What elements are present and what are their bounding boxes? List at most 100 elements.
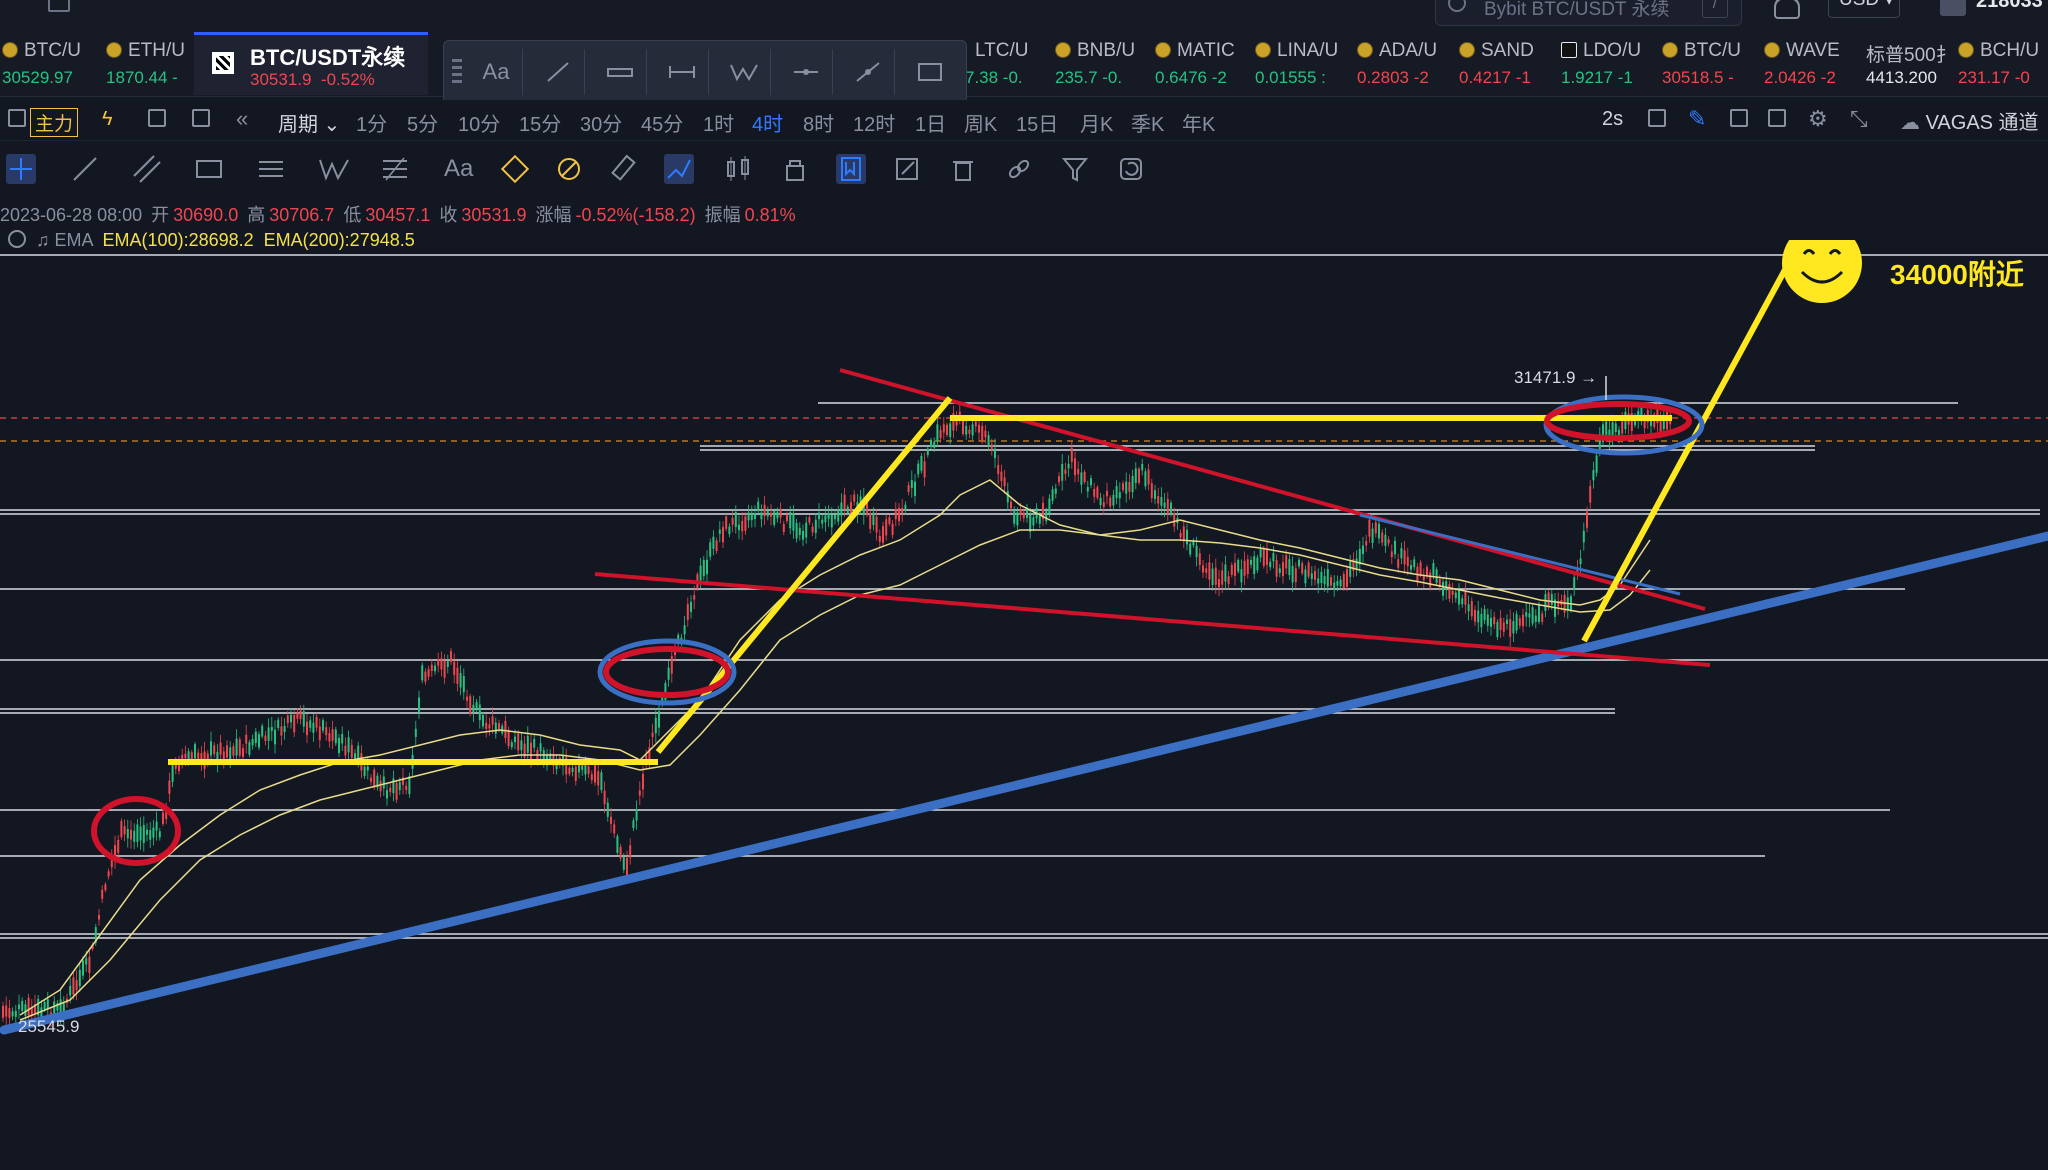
text-tool-button[interactable]: Aa [470, 49, 523, 95]
interval-1d[interactable]: 1日 [915, 114, 947, 136]
settings-icon[interactable]: ⚙ [1808, 106, 1828, 131]
text-tool[interactable]: Aa [444, 155, 474, 182]
yellow-projection-line[interactable] [1581, 240, 1885, 643]
channel-select[interactable]: ☁ VAGAS 通道 [1900, 106, 2039, 135]
price-chart[interactable]: 31471.9 → 25545.9 34000附近 [0, 240, 2048, 1170]
search-input[interactable] [1435, 0, 1742, 26]
blue-trendline[interactable] [0, 531, 2048, 1035]
rectangle-tool[interactable] [194, 154, 224, 184]
fib-tool[interactable] [380, 154, 410, 184]
interval-1h[interactable]: 1时 [703, 114, 735, 136]
blue-wedge-line[interactable] [1359, 513, 1681, 596]
rectangle-icon [196, 160, 222, 178]
link-tool[interactable] [1004, 154, 1034, 184]
ray-tool-button[interactable] [842, 49, 895, 95]
layout-icon[interactable] [192, 109, 210, 127]
period-label: 周期 [278, 114, 318, 136]
coin-icon [1764, 42, 1780, 58]
pen-icon[interactable]: ✎ [1688, 106, 1707, 131]
blue-circle-marker[interactable] [597, 638, 737, 706]
main-force-toggle[interactable]: 主力 [30, 108, 79, 137]
ticker-price: 0.01555 : [1255, 68, 1326, 87]
calendar-icon[interactable] [148, 109, 166, 127]
ticker-name: BTC/U [1684, 40, 1741, 61]
ruler-tool-button[interactable] [594, 49, 647, 95]
replay-icon[interactable]: « [236, 106, 249, 131]
delete-tool[interactable] [948, 154, 978, 184]
interval-15d[interactable]: 15日 [1016, 114, 1059, 136]
fib-icon [383, 157, 407, 181]
ticker-name: MATIC [1177, 40, 1235, 61]
rectangle-icon [918, 63, 942, 81]
yellow-impulse-line[interactable] [655, 396, 953, 754]
interval-5m[interactable]: 5分 [407, 114, 439, 136]
close-label: 收 [439, 205, 458, 225]
interval-15m[interactable]: 15分 [519, 114, 562, 136]
horizontal-ray-tool-button[interactable] [780, 49, 833, 95]
interval-1mo[interactable]: 月K [1080, 114, 1114, 136]
lock-tool[interactable] [780, 154, 810, 184]
highlighter-icon [500, 154, 530, 184]
fullscreen-icon[interactable] [1730, 109, 1748, 127]
wave-tool-button[interactable] [718, 49, 771, 95]
eraser-tool[interactable] [610, 154, 640, 184]
interval-30m[interactable]: 30分 [580, 114, 623, 136]
parallel-channel-tool[interactable] [132, 154, 162, 184]
window-icon[interactable] [48, 0, 70, 12]
sync-tool[interactable] [1116, 154, 1146, 184]
edit-tool[interactable] [892, 154, 922, 184]
ticker-price: 0.2803 -2 [1357, 68, 1429, 87]
bell-icon[interactable] [1774, 0, 1800, 19]
highlighter-tool[interactable] [500, 154, 530, 184]
crosshair-tool[interactable] [6, 154, 36, 184]
red-circle-marker[interactable] [91, 796, 181, 866]
coin-icon [106, 42, 122, 58]
bookmark-tool[interactable] [836, 154, 866, 184]
horizontal-lines-tool[interactable] [256, 154, 286, 184]
brush-tool[interactable] [664, 154, 694, 184]
range-tool-button[interactable] [656, 49, 709, 95]
indicator-name[interactable]: EMA [54, 230, 93, 250]
interval-4h[interactable]: 4时 [752, 114, 784, 136]
user-avatar[interactable] [1940, 0, 1966, 16]
ticker-name: BNB/U [1077, 40, 1136, 61]
refresh-rate[interactable]: 2s [1602, 108, 1624, 130]
red-lower-wedge-line[interactable] [594, 572, 1711, 667]
interval-1m[interactable]: 1分 [356, 114, 388, 136]
lock-icon [786, 160, 804, 181]
lightning-icon[interactable]: ϟ [102, 108, 113, 130]
interval-1y[interactable]: 年K [1182, 114, 1216, 136]
camera-icon[interactable] [1648, 109, 1666, 127]
interval-1q[interactable]: 季K [1131, 114, 1165, 136]
filter-tool[interactable] [1060, 154, 1090, 184]
interval-10m[interactable]: 10分 [458, 114, 501, 136]
red-circle-marker[interactable] [603, 646, 731, 698]
amplitude-label: 振幅 [704, 205, 741, 225]
chart-type-icon[interactable] [8, 109, 26, 127]
interval-1w[interactable]: 周K [964, 114, 998, 136]
alert-icon[interactable]: ♫ [36, 230, 50, 250]
ohlc-date: 2023-06-28 08:00 [0, 205, 143, 225]
interval-12h[interactable]: 12时 [853, 114, 896, 136]
candle-tool[interactable] [724, 154, 754, 184]
period-dropdown[interactable]: 周期 ⌄ [278, 114, 341, 136]
ticker-name: BTC/U [24, 40, 81, 61]
red-circle-marker[interactable] [1544, 401, 1692, 441]
magnet-tool[interactable] [554, 154, 584, 184]
interval-8h[interactable]: 8时 [803, 114, 835, 136]
wave-pattern-tool[interactable] [318, 154, 349, 184]
ticker-name: WAVE [1786, 40, 1840, 61]
indicator-collapse-icon[interactable] [8, 230, 26, 248]
red-upper-wedge-line[interactable] [839, 368, 1706, 611]
drag-handle-icon[interactable] [452, 59, 462, 83]
screenshot-icon[interactable] [1768, 109, 1786, 127]
trend-line-tool-button[interactable] [532, 49, 585, 95]
horizontal-lines-icon [259, 161, 283, 177]
currency-select[interactable]: USD ▾ [1828, 0, 1900, 18]
interval-45m[interactable]: 45分 [641, 114, 684, 136]
collapse-icon[interactable]: ⤡ [1850, 106, 1868, 131]
rectangle-tool-button[interactable] [904, 49, 956, 95]
coin-icon [1958, 42, 1974, 58]
line-tool[interactable] [70, 154, 100, 184]
ticker-name: 标普500扌 [1866, 45, 1955, 66]
